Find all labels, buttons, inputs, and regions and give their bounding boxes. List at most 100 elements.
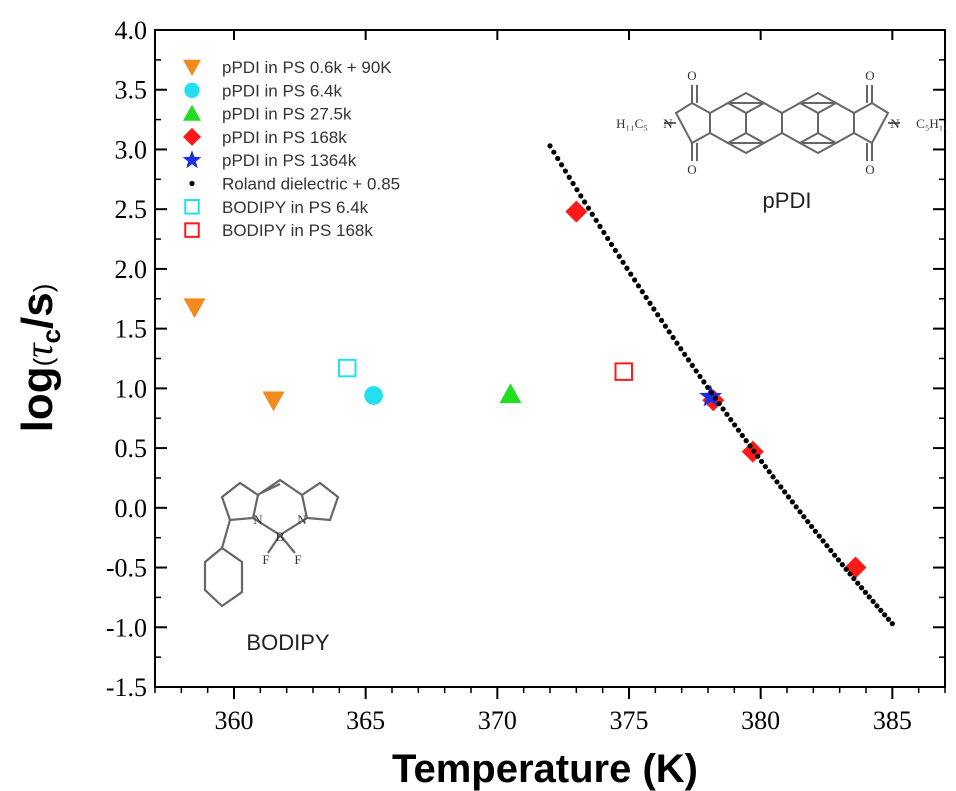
curve-point xyxy=(639,289,645,295)
curve-point xyxy=(666,329,672,335)
curve-point xyxy=(705,384,711,390)
curve-point xyxy=(662,323,668,329)
curve-point xyxy=(739,432,745,439)
curve-point xyxy=(701,379,707,385)
curve-point xyxy=(874,603,880,609)
ppdi-o-br: O xyxy=(865,162,874,177)
curve-point xyxy=(558,162,565,168)
curve-point xyxy=(828,547,834,554)
curve-point xyxy=(647,300,653,306)
curve-point xyxy=(832,552,838,558)
curve-point xyxy=(812,528,819,534)
curve-point xyxy=(708,390,715,396)
curve-point xyxy=(793,504,799,510)
curve-point xyxy=(547,143,553,149)
x-tick-label: 365 xyxy=(346,706,385,735)
curve-point xyxy=(785,494,792,500)
y-tick-label: 3.5 xyxy=(115,76,148,105)
data-point-star xyxy=(699,384,723,407)
curve-point xyxy=(655,312,661,318)
y-tick-label: -0.5 xyxy=(106,554,147,583)
curve-point xyxy=(885,616,892,622)
y-axis-title-unit: /s xyxy=(13,292,62,329)
legend-label: Roland dielectric + 0.85 xyxy=(222,175,400,194)
legend-marker xyxy=(184,222,200,238)
curve-point xyxy=(732,422,738,428)
curve-point xyxy=(855,580,861,586)
x-axis-ticks: 360 365 370 375 380 385 xyxy=(154,30,946,735)
curve-point xyxy=(605,235,611,242)
curve-point xyxy=(678,346,684,352)
legend-label: pPDI in PS 168k xyxy=(222,128,347,147)
legend: pPDI in PS 0.6k + 90K pPDI in PS 6.4k pPDI… xyxy=(182,58,400,240)
curve-point xyxy=(782,489,788,495)
y-axis-title-prefix: log xyxy=(13,366,62,432)
curve-point xyxy=(862,589,869,595)
curve-point xyxy=(762,463,769,470)
curve-point xyxy=(758,458,765,465)
curve-point xyxy=(685,357,692,363)
curve-point xyxy=(805,518,811,525)
ppdi-o-tl: O xyxy=(687,68,696,83)
ppdi-o-tr: O xyxy=(865,68,874,83)
curve-point xyxy=(589,211,595,217)
curve-point xyxy=(720,406,726,412)
ppdi-label: pPDI xyxy=(763,188,812,213)
curve-point xyxy=(843,566,849,572)
data-point-square-open xyxy=(337,358,357,378)
curve-point xyxy=(808,523,815,530)
ppdi-o-bl: O xyxy=(687,162,696,177)
legend-label: pPDI in PS 1364k xyxy=(222,151,357,170)
legend-label: pPDI in PS 0.6k + 90K xyxy=(222,58,392,77)
curve-point xyxy=(585,205,592,211)
bodipy-structure xyxy=(203,478,340,608)
legend-marker xyxy=(184,199,200,215)
ppdi-n-right: N xyxy=(890,116,900,131)
bodipy-label: BODIPY xyxy=(246,630,329,655)
y-axis-ticks: -1.5 -1.0 -0.5 0.0 0.5 1.0 1.5 2.0 2.5 3.0 3.5 4.0 xyxy=(106,16,945,702)
y-tick-label: 1.0 xyxy=(115,374,148,403)
curve-point xyxy=(578,193,584,199)
curve-point xyxy=(858,585,865,591)
curve-point xyxy=(835,557,842,563)
bodipy-b: B xyxy=(276,529,285,544)
curve-point xyxy=(789,499,795,505)
y-axis-title-sub: c xyxy=(36,329,66,343)
curve-point xyxy=(712,395,718,401)
curve-point xyxy=(620,259,626,265)
y-tick-label: -1.0 xyxy=(106,613,147,642)
bodipy-n2: N xyxy=(297,512,307,527)
ppdi-structure xyxy=(664,85,900,161)
ppdi-chain-right: C₅H₁₁ xyxy=(916,116,948,131)
curve-point xyxy=(562,168,568,174)
y-tick-label: -1.5 xyxy=(106,673,147,702)
curve-point xyxy=(674,340,680,346)
curve-point xyxy=(728,417,734,423)
curve-point xyxy=(670,334,676,341)
x-axis-title: Temperature (K) xyxy=(392,747,698,791)
curve-point xyxy=(724,411,730,417)
curve-point xyxy=(551,149,557,155)
curve-point xyxy=(593,217,599,223)
ppdi-n-left: N xyxy=(663,116,673,131)
curve-point xyxy=(597,223,603,229)
legend-label: pPDI in PS 27.5k xyxy=(222,105,352,124)
curve-point xyxy=(693,368,699,374)
curve-point xyxy=(582,199,588,205)
legend-marker xyxy=(182,150,202,169)
curve-point xyxy=(882,612,888,618)
legend-marker xyxy=(184,82,200,98)
curve-point xyxy=(574,187,580,193)
curve-point xyxy=(608,241,615,248)
data-point-triangle-down xyxy=(183,298,206,319)
y-axis-title-open: ( xyxy=(28,357,58,366)
curve-point xyxy=(851,575,857,582)
curve-point xyxy=(797,509,803,515)
curve-point xyxy=(658,317,665,324)
curve-point xyxy=(878,607,884,613)
legend-marker xyxy=(183,104,201,121)
x-tick-label: 380 xyxy=(741,706,780,735)
y-axis-title: log(τc/s) xyxy=(13,284,66,433)
curve-point xyxy=(751,448,757,454)
